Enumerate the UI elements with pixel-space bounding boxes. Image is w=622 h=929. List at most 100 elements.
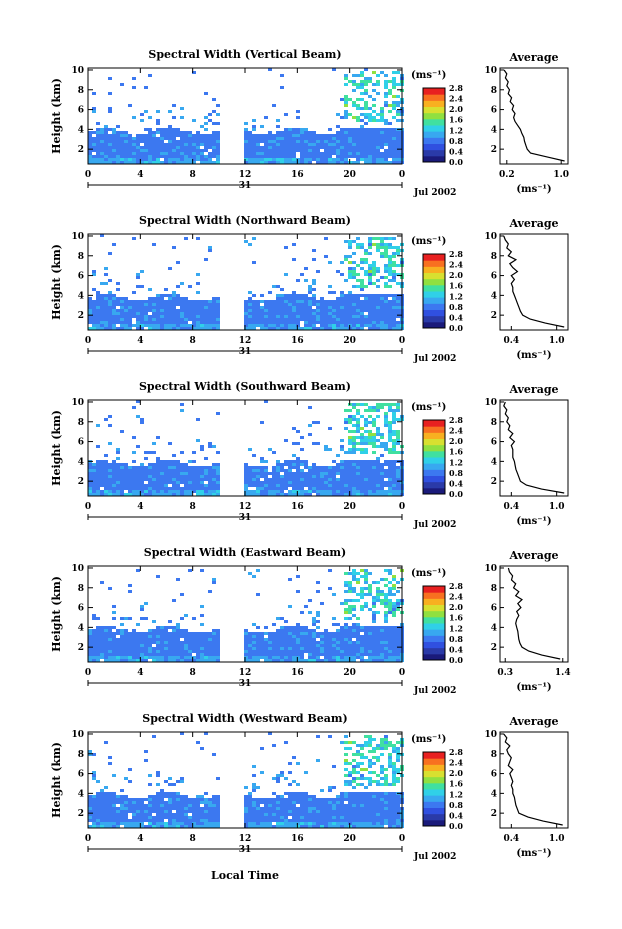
heatmap-cell: [324, 484, 328, 487]
heatmap-cell: [252, 128, 256, 131]
heatmap-cell: [288, 309, 292, 312]
heatmap-cell: [104, 659, 108, 662]
heatmap-cell: [292, 804, 296, 807]
colorbar-tick-label: 2.0: [449, 270, 463, 280]
heatmap-cell: [328, 285, 332, 288]
heatmap-cell: [380, 128, 384, 131]
heatmap-cell: [392, 451, 396, 454]
heatmap-cell: [320, 810, 324, 813]
heatmap-cell: [196, 306, 200, 309]
heatmap-cell: [128, 303, 132, 306]
heatmap-cell: [276, 780, 280, 783]
heatmap-cell: [276, 285, 280, 288]
heatmap-cell: [272, 318, 276, 321]
heatmap-cell: [208, 155, 212, 158]
heatmap-cell: [168, 297, 172, 300]
heatmap-cell: [268, 448, 272, 451]
heatmap-cell: [292, 460, 296, 463]
heatmap-cell: [140, 119, 144, 122]
heatmap-cell: [244, 140, 248, 143]
heatmap-cell: [340, 475, 344, 478]
heatmap-cell: [108, 653, 112, 656]
heatmap-cell: [156, 656, 160, 659]
heatmap-cell: [360, 629, 364, 632]
heatmap-cell: [292, 161, 296, 164]
heatmap-cell: [280, 638, 284, 641]
heatmap-cell: [252, 481, 256, 484]
heatmap-cell: [300, 644, 304, 647]
heatmap-cell: [160, 134, 164, 137]
heatmap-cell: [248, 801, 252, 804]
heatmap-cell: [372, 653, 376, 656]
heatmap-cell: [96, 291, 100, 294]
heatmap-cell: [188, 306, 192, 309]
heatmap-cell: [112, 140, 116, 143]
heatmap-cell: [188, 140, 192, 143]
heatmap-cell: [200, 475, 204, 478]
colorbar-frame: [422, 585, 446, 661]
heatmap-cell: [116, 303, 120, 306]
heatmap-cell: [272, 656, 276, 659]
heatmap-cell: [324, 315, 328, 318]
heatmap-cell: [396, 647, 400, 650]
heatmap-cell: [284, 801, 288, 804]
heatmap-cell: [388, 110, 392, 113]
heatmap-cell: [168, 303, 172, 306]
colorbar-tick-label: 1.2: [449, 291, 463, 301]
heatmap-cell: [156, 297, 160, 300]
heatmap-cell: [92, 472, 96, 475]
heatmap-cell: [276, 309, 280, 312]
heatmap-cell: [336, 659, 340, 662]
heatmap-cell: [172, 315, 176, 318]
heatmap-cell: [136, 638, 140, 641]
heatmap-cell: [128, 484, 132, 487]
heatmap-cell: [272, 804, 276, 807]
heatmap-cell: [152, 659, 156, 662]
heatmap-cell: [248, 478, 252, 481]
heatmap-cell: [344, 140, 348, 143]
heatmap-cell: [276, 146, 280, 149]
heatmap-cell: [348, 448, 352, 451]
heatmap-cell: [348, 484, 352, 487]
heatmap-cell: [352, 623, 356, 626]
heatmap-cell: [296, 161, 300, 164]
heatmap-cell: [216, 475, 220, 478]
heatmap-cell: [356, 273, 360, 276]
heatmap-cell: [368, 237, 372, 240]
heatmap-cell: [308, 822, 312, 825]
heatmap-cell: [320, 146, 324, 149]
heatmap-cell: [364, 638, 368, 641]
heatmap-cell: [268, 804, 272, 807]
heatmap-cell: [156, 641, 160, 644]
heatmap-cell: [100, 466, 104, 469]
heatmap-cell: [280, 327, 284, 330]
heatmap-cell: [396, 466, 400, 469]
heatmap-cell: [108, 442, 112, 445]
heatmap-cell: [280, 810, 284, 813]
profile-y-tick-label: 8: [491, 86, 497, 96]
heatmap-cell: [108, 469, 112, 472]
heatmap-cell: [180, 795, 184, 798]
heatmap-cell: [104, 134, 108, 137]
heatmap-cell: [296, 629, 300, 632]
heatmap-cell: [104, 644, 108, 647]
heatmap-cell: [308, 641, 312, 644]
heatmap-cell: [320, 155, 324, 158]
profile-y-tick-label: 6: [491, 438, 497, 448]
heatmap-cell: [388, 246, 392, 249]
colorbar-unit: (ms⁻¹): [411, 70, 446, 81]
heatmap-cell: [180, 481, 184, 484]
heatmap-cell: [96, 617, 100, 620]
x-tick-label: 0: [399, 170, 405, 180]
heatmap-cell: [360, 448, 364, 451]
heatmap-cell: [112, 641, 116, 644]
heatmap-cell: [108, 137, 112, 140]
heatmap-cell: [360, 635, 364, 638]
heatmap-cell: [368, 252, 372, 255]
heatmap-cell: [248, 644, 252, 647]
heatmap-cell: [272, 303, 276, 306]
heatmap-cell: [288, 804, 292, 807]
heatmap-cell: [340, 647, 344, 650]
heatmap-cell: [284, 309, 288, 312]
heatmap-cell: [316, 312, 320, 315]
